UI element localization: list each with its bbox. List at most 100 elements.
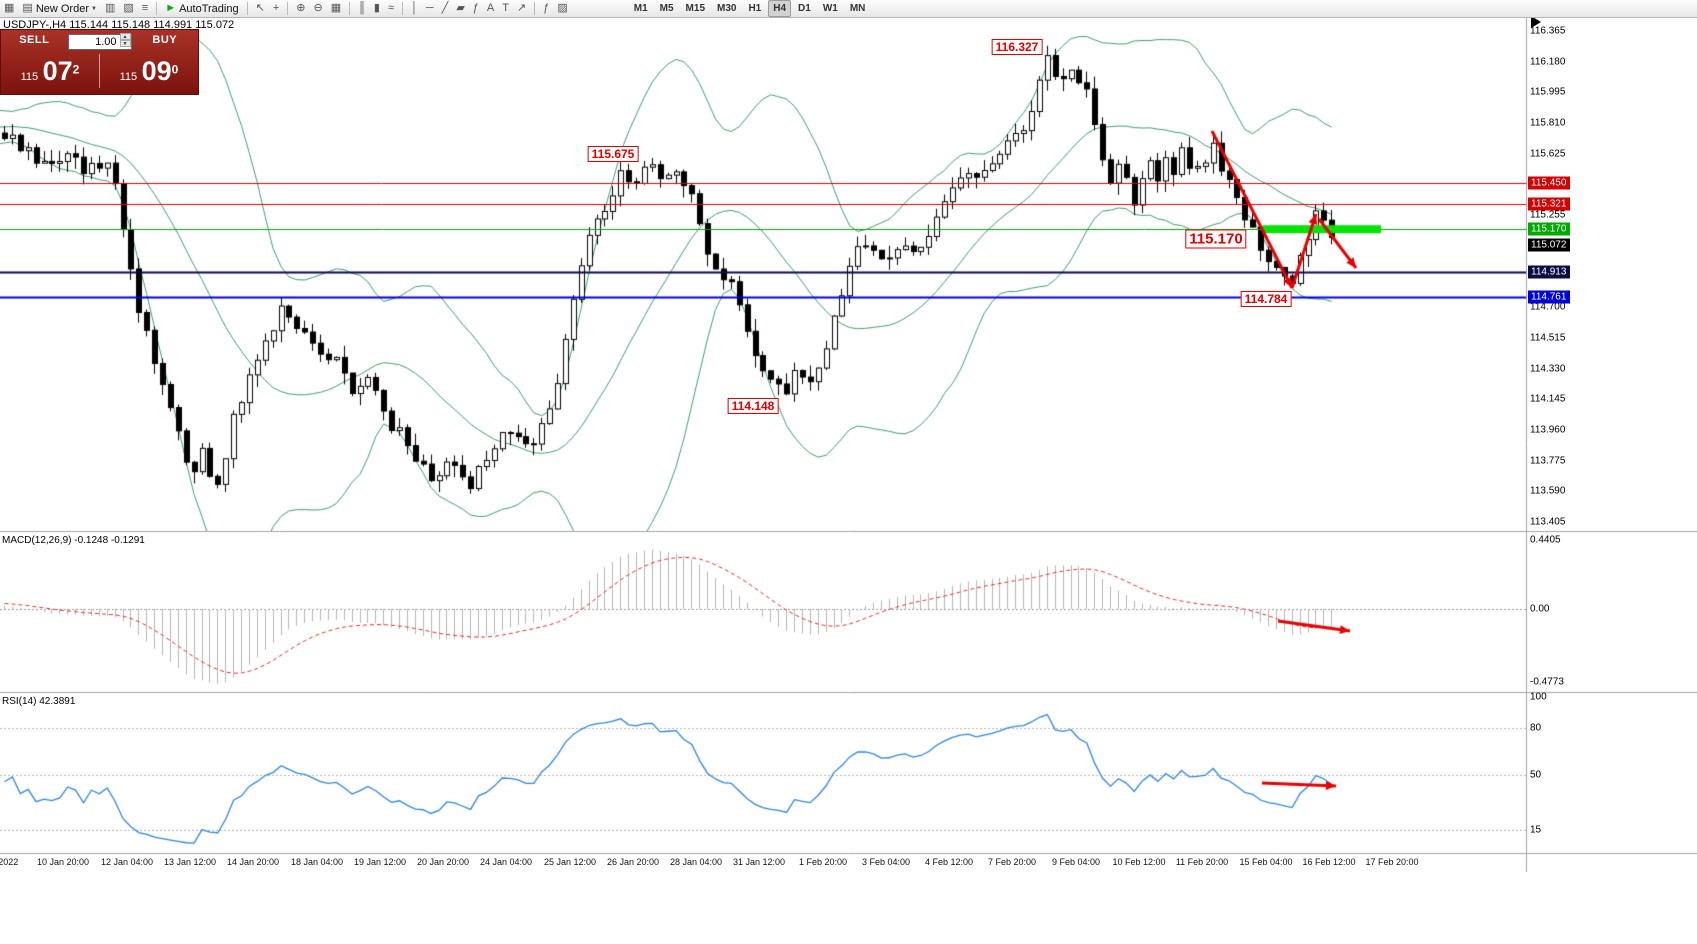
peak-price-callout[interactable]: 116.327 — [991, 39, 1043, 55]
line-chart-icon-glyph-icon: ≈ — [387, 2, 395, 14]
volume-up-icon[interactable]: ▲ — [119, 33, 131, 40]
horizontal-line-icon-glyph-icon: ─ — [425, 2, 434, 14]
cursor-icon[interactable]: ↖ — [253, 1, 268, 16]
trade-panel-top-row: SELL ▲ ▼ BUY — [1, 30, 198, 50]
time-tick: 20 Jan 20:00 — [416, 857, 470, 867]
time-tick: 31 Jan 12:00 — [732, 857, 786, 867]
candlestick-chart-icon-glyph-icon: ▮ — [373, 2, 380, 14]
zoom-in-icon[interactable]: ⊕ — [293, 1, 308, 16]
swing-low-callout[interactable]: 114.784 — [1240, 291, 1292, 307]
price-tick: 114.330 — [1530, 363, 1566, 374]
horizontal-line-icon[interactable]: ─ — [423, 1, 437, 16]
timeframe-button-d1[interactable]: D1 — [798, 3, 811, 14]
arrows-icon-glyph-icon: ↗ — [516, 2, 527, 14]
vertical-line-icon[interactable]: │ — [408, 1, 421, 16]
price-line-label: 115.321 — [1528, 197, 1570, 211]
autotrading-button[interactable]: ► AutoTrading — [162, 1, 241, 16]
buy-button[interactable]: BUY — [152, 34, 178, 46]
price-tick: 113.775 — [1530, 455, 1566, 467]
time-tick: 24 Jan 04:00 — [479, 857, 533, 867]
volume-down-icon[interactable]: ▼ — [119, 40, 131, 47]
timeframe-button-m1[interactable]: M1 — [633, 3, 648, 14]
timeframe-button-w1[interactable]: W1 — [822, 3, 838, 14]
bar-chart-icon[interactable]: ║ — [355, 1, 369, 16]
sell-price[interactable]: 115 072 — [1, 56, 99, 87]
main-toolbar: ▦ ▤ New Order ▼ ▥ ▧ ≡ ► AutoTrading ↖ + ⊕ ⊖ ▦ ║ ▮ ≈ │ ─ ╱ ▰ ƒ… — [0, 0, 1697, 18]
low-price-callout[interactable]: 114.148 — [727, 398, 779, 414]
cursor-icon-glyph-icon: ↖ — [255, 2, 265, 14]
zoom-out-icon[interactable]: ⊖ — [310, 1, 325, 16]
macd-scale-tick: 0.4405 — [1530, 534, 1561, 546]
time-tick: 28 Jan 04:00 — [669, 857, 723, 867]
price-tick: 116.365 — [1530, 25, 1566, 37]
profiles-icon[interactable]: ▧ — [120, 1, 136, 16]
level-price-callout[interactable]: 115.170 — [1185, 229, 1247, 249]
price-tick: 114.700 — [1530, 301, 1566, 313]
scroll-to-end-icon[interactable] — [1531, 16, 1541, 28]
time-tick: 10 Feb 12:00 — [1112, 857, 1166, 867]
time-tick: 11 Feb 20:00 — [1175, 857, 1229, 867]
macd-scale-tick: 0.00 — [1530, 603, 1550, 615]
sell-price-prefix: 115 — [20, 70, 39, 83]
buy-price-prefix: 115 — [119, 70, 138, 83]
time-tick: 14 Jan 20:00 — [226, 857, 280, 867]
autotrading-button-label: AutoTrading — [179, 2, 239, 15]
rsi-scale-tick: 100 — [1530, 691, 1547, 703]
macd-indicator-label: MACD(12,26,9) -0.1248 -0.1291 — [2, 535, 145, 546]
profiles-icon-glyph-icon: ▧ — [123, 2, 134, 14]
price-tick: 115.810 — [1530, 117, 1566, 129]
indicators-icon[interactable]: ƒ — [540, 1, 552, 16]
time-tick: an 2022 — [0, 857, 19, 867]
sell-button[interactable]: SELL — [19, 34, 50, 46]
timeframe-button-m30[interactable]: M30 — [717, 3, 737, 14]
autotrading-glyph-icon: ► — [165, 2, 177, 14]
swing-high-callout[interactable]: 115.675 — [587, 146, 639, 162]
time-tick: 1 Feb 20:00 — [798, 857, 848, 867]
price-tick: 113.405 — [1530, 516, 1566, 528]
market-watch-icon[interactable]: ≡ — [139, 1, 151, 16]
price-tick: 114.145 — [1530, 393, 1566, 405]
fibonacci-icon[interactable]: ƒ — [470, 1, 482, 16]
caret-down-icon: ▼ — [91, 5, 97, 12]
chart-window-icon[interactable]: ▥ — [102, 1, 118, 16]
timeframe-button-h1[interactable]: H1 — [748, 3, 762, 14]
crosshair-icon[interactable]: + — [270, 1, 282, 16]
new-chart-icon[interactable]: ▦ — [1, 1, 17, 16]
text-icon[interactable]: A — [484, 1, 497, 16]
trendline-icon[interactable]: ╱ — [439, 1, 452, 16]
equidistant-channel-icon[interactable]: ▰ — [453, 1, 467, 16]
timeframe-button-mn[interactable]: MN — [849, 3, 866, 14]
candlestick-chart-icon[interactable]: ▮ — [371, 1, 383, 16]
arrows-icon[interactable]: ↗ — [514, 1, 529, 16]
time-tick: 13 Jan 12:00 — [163, 857, 217, 867]
chart-window-icon-glyph-icon: ▥ — [104, 2, 116, 14]
volume-field-wrap: ▲ ▼ — [67, 32, 132, 50]
timeframe-button-h4[interactable]: H4 — [768, 0, 792, 17]
buy-price[interactable]: 115 090 — [100, 56, 198, 87]
price-tick: 115.995 — [1530, 86, 1566, 98]
timeframe-button-m5[interactable]: M5 — [659, 3, 674, 14]
new-order-button-label: New Order — [35, 2, 89, 15]
toolbar-separator — [402, 2, 404, 15]
text-label-icon[interactable]: T — [499, 1, 512, 16]
time-tick: 18 Jan 04:00 — [290, 857, 344, 867]
time-tick: 10 Jan 20:00 — [36, 857, 90, 867]
price-line-label: 115.450 — [1528, 176, 1570, 190]
timeframe-button-m15[interactable]: M15 — [685, 3, 705, 14]
toolbar-separator — [156, 2, 158, 15]
price-tick: 116.180 — [1530, 56, 1566, 68]
rsi-scale-tick: 80 — [1530, 722, 1542, 734]
time-tick: 7 Feb 20:00 — [987, 857, 1037, 867]
time-tick: 26 Jan 20:00 — [606, 857, 660, 867]
volume-input[interactable] — [67, 34, 132, 50]
price-tick: 113.590 — [1530, 485, 1566, 497]
templates-icon[interactable]: ▨ — [554, 1, 570, 16]
chart-ohlc-title: USDJPY-,H4 115.144 115.148 114.991 115.0… — [3, 19, 235, 31]
sell-price-pip: 2 — [72, 62, 80, 77]
new-order-button[interactable]: ▤ New Order ▼ — [19, 1, 100, 16]
price-line-label: 114.761 — [1528, 290, 1570, 304]
tile-windows-icon[interactable]: ▦ — [328, 1, 344, 16]
line-chart-icon[interactable]: ≈ — [385, 1, 397, 16]
toolbar-separator — [534, 2, 536, 15]
